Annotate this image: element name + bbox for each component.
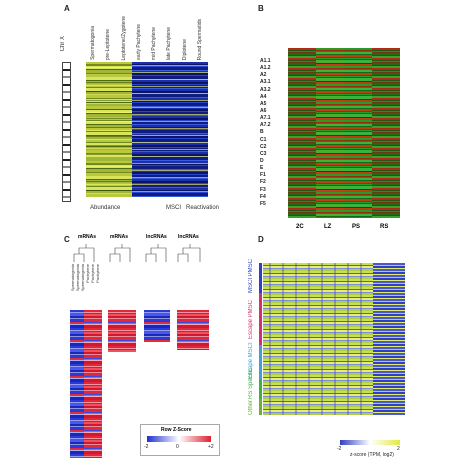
- column-label: Round Spermatids: [196, 18, 203, 60]
- column-label: late Pachytene: [166, 26, 173, 60]
- row-label: A4: [260, 93, 267, 100]
- heatmap: [108, 310, 136, 352]
- sample-labels: Spermatogonia Spermatogonia Spermatogonia P…: [70, 264, 220, 308]
- column-label: mid Pachytene: [151, 26, 157, 60]
- sample-label: Pachytene: [95, 264, 100, 283]
- legend: Row Z-Score -2 0 +2: [140, 424, 220, 456]
- colorbar-ticks: -2 0 +2: [144, 444, 214, 452]
- chromosome-label: Chr X: [60, 36, 66, 52]
- row-label: A6: [260, 108, 267, 114]
- ideogram: [62, 62, 71, 202]
- colorbar-title: z-score (TPM, log2): [350, 452, 394, 458]
- row-label: A7.1: [260, 115, 271, 122]
- group-bar: [259, 379, 262, 399]
- row-label: F1: [260, 172, 266, 179]
- subtitle: mRNAs: [78, 234, 97, 240]
- group-label: RS Specific: [248, 367, 254, 399]
- column-label: Spermatogonia: [90, 26, 96, 60]
- panel-label: A: [64, 4, 70, 13]
- group-label: Other: [248, 399, 254, 415]
- row-label: B: [260, 129, 264, 136]
- row-label: A1.1: [260, 58, 271, 64]
- group-bar: [259, 399, 262, 415]
- heatmap: [144, 310, 170, 342]
- column-label: early Pachytene: [135, 24, 142, 60]
- colorbar: [340, 440, 400, 445]
- group-label: Escape PMSC: [248, 299, 254, 339]
- heatmap: [86, 62, 132, 197]
- column-label: pre-Leptotene: [105, 28, 112, 60]
- row-label: A3.2: [260, 86, 271, 93]
- row-label: C2: [260, 143, 267, 150]
- heatmap: [263, 263, 373, 415]
- row-label: F3: [260, 186, 266, 193]
- row-label: D: [260, 158, 264, 164]
- row-label: A1.2: [260, 65, 271, 72]
- heatmap: [132, 62, 208, 197]
- colorbar: [147, 436, 211, 442]
- heatmap: [344, 48, 372, 218]
- colorbar-tick: 2: [397, 446, 400, 452]
- row-label: C3: [260, 150, 267, 157]
- row-label: A3.1: [260, 79, 271, 86]
- group-label: Reactivation: [186, 205, 220, 211]
- group-label: MSCI: [166, 205, 181, 211]
- panel-label: D: [258, 235, 264, 244]
- row-label: A5: [260, 100, 267, 107]
- heatmap: [288, 48, 316, 218]
- colorbar-tick: -2: [337, 446, 342, 452]
- heatmap: [373, 263, 405, 415]
- group-bar: [259, 293, 262, 345]
- heatmap: [177, 310, 209, 350]
- group-label: Abundance: [90, 205, 121, 211]
- column-label: Diplotene: [181, 38, 188, 60]
- row-label: F5: [260, 200, 266, 207]
- column-labels: Spermatogonia pre-Leptotene Leptotene/Zygo…: [86, 15, 208, 60]
- row-label: A7.2: [260, 122, 271, 129]
- group-bar: [259, 345, 262, 379]
- column-labels: 2C LZ PS RS: [288, 224, 400, 234]
- colorbar-tick: 0: [176, 444, 179, 450]
- group-labels: MSCI PMSC Escape PMSC Escape MSCI RS Specif…: [248, 258, 262, 415]
- subtitles: mRNAs mRNAs lncRNAs lncRNAs: [70, 234, 220, 242]
- heatmap: [372, 48, 400, 218]
- column-label: LZ: [324, 224, 332, 230]
- subtitle: lncRNAs: [178, 234, 199, 240]
- panel-label: B: [258, 4, 264, 13]
- dendrograms: [73, 244, 201, 262]
- row-label: C1: [260, 136, 267, 143]
- colorbar-tick: +2: [208, 444, 214, 450]
- column-label: 2C: [296, 224, 304, 230]
- row-label: F2: [260, 179, 266, 186]
- group-label: MSCI PMSC: [248, 258, 254, 293]
- group-bar: [259, 263, 262, 293]
- panel-label: C: [64, 235, 70, 244]
- column-label: RS: [380, 224, 389, 230]
- subtitle: lncRNAs: [146, 234, 167, 240]
- column-label: Leptotene/Zygotene: [120, 15, 127, 60]
- colorbar-tick: -2: [144, 444, 149, 450]
- legend-title: Row Z-Score: [161, 427, 192, 433]
- row-label: E: [260, 165, 264, 172]
- heatmap: [70, 310, 84, 458]
- subtitle: mRNAs: [110, 234, 129, 240]
- heatmap: [316, 48, 344, 218]
- heatmap: [84, 310, 102, 458]
- row-label: F4: [260, 193, 266, 200]
- row-labels: A1.1 A1.2 A2 A3.1 A3.2 A4 A5 A6 A7.1 A7.2 B C1 C2 C3 D…: [260, 58, 286, 208]
- row-label: A2: [260, 72, 267, 79]
- column-label: PS: [352, 224, 361, 230]
